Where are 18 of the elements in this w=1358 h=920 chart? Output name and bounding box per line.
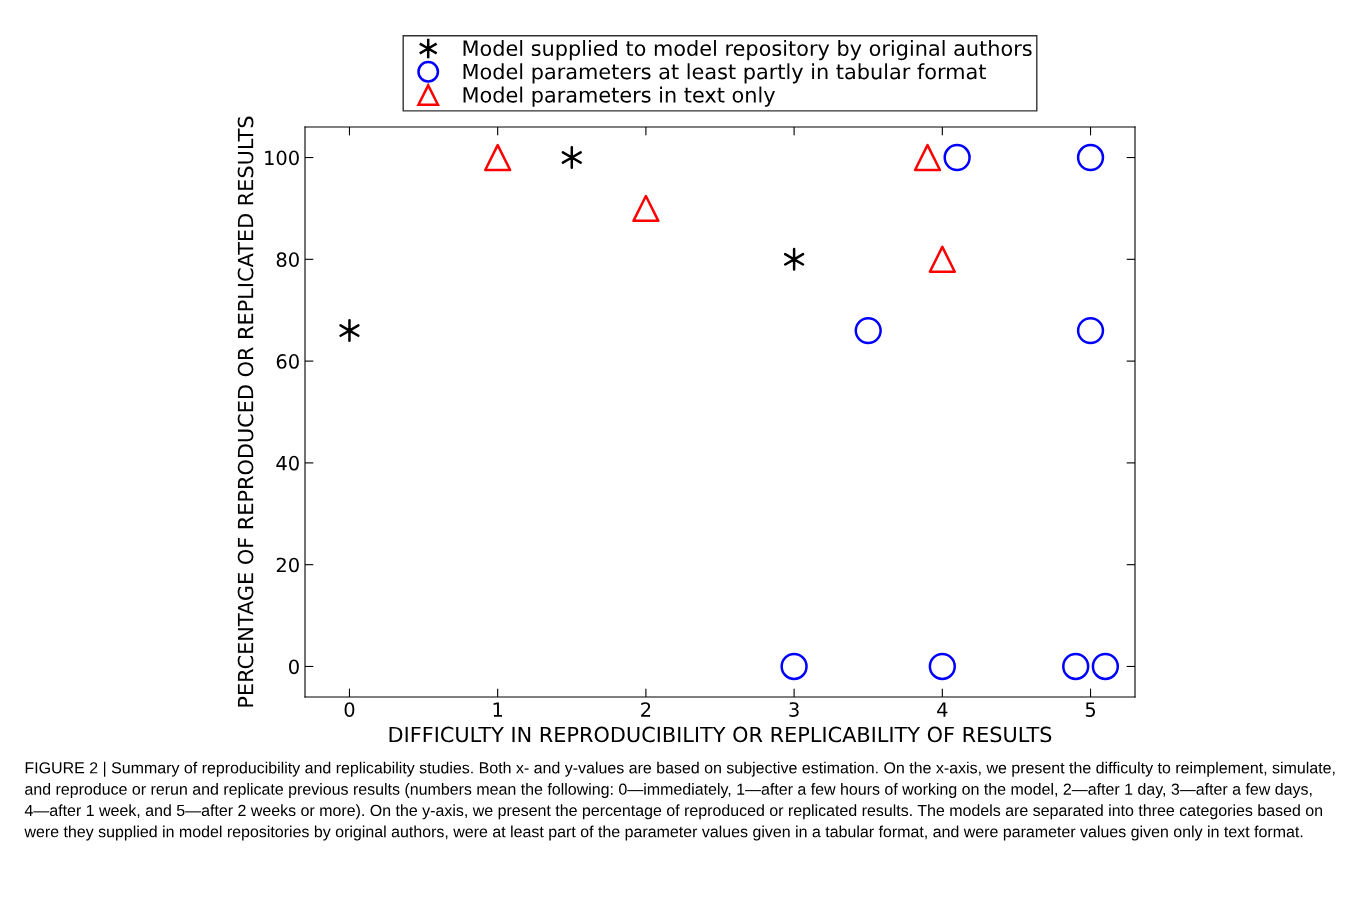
x-tick-label: 2 — [641, 702, 651, 717]
y-tick-label: 40 — [276, 455, 299, 471]
x-tick-label: 0 — [344, 702, 355, 717]
y-axis-title: PERCENTAGE OF REPRODUCED OR REPLICATED RESULTS — [237, 116, 254, 707]
caption: FIGURE 2 | Summary of reproducibility and replicability studies. Both x- and y-values are based on subjective estimation. On the x-axis, we present the difficulty to reimplement, simulate, and reproduce or rerun and replicate previous results (numbers mean the following: 0—immediately, 1—after a few hours of working on the model, 2—after 1 day, 3—after a few days, 4—after 1 week, and 5—after 2 weeks or more). On the y-axis, we present the percentage of reproduced or replicated results. The models are separated into three categories based on were they supplied in model repositories by original authors, were at least part of the parameter values given in a tabular format, and were parameter values given only in text format. — [24, 761, 1335, 841]
y-tick-label: 60 — [276, 354, 299, 369]
y-tick-label: 20 — [276, 557, 299, 573]
x-tick-label: 5 — [1085, 702, 1096, 717]
x-axis-title: DIFFICULTY IN REPRODUCIBILITY OR REPLICABILITY OF RESULTS — [389, 726, 1052, 743]
x-tick-label: 3 — [789, 702, 799, 717]
y-tick-label: 0 — [289, 659, 299, 675]
legend-label: Model parameters in text only — [463, 86, 775, 107]
x-tick-label: 4 — [937, 702, 948, 717]
x-tick-label: 1 — [493, 702, 503, 717]
y-tick-label: 80 — [276, 252, 299, 267]
legend-label: Model supplied to model repository by original authors — [463, 39, 1032, 61]
legend-label: Model parameters at least partly in tabular format — [463, 63, 986, 84]
y-tick-label: 100 — [265, 150, 299, 166]
